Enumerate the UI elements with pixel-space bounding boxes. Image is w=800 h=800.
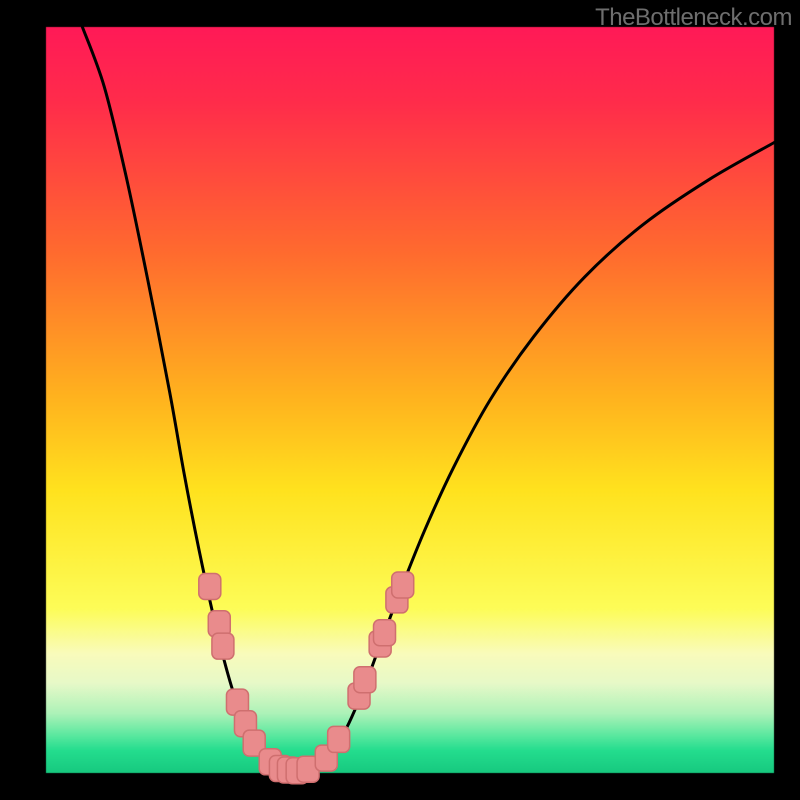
data-marker: [374, 620, 396, 646]
data-marker: [354, 667, 376, 693]
bottleneck-curve: [82, 27, 774, 772]
data-marker: [212, 633, 234, 659]
chart-svg: [0, 0, 800, 800]
watermark-text: TheBottleneck.com: [595, 4, 792, 32]
data-marker: [328, 726, 350, 752]
bottleneck-chart: TheBottleneck.com: [0, 0, 800, 800]
data-marker: [199, 574, 221, 600]
data-marker: [392, 572, 414, 598]
